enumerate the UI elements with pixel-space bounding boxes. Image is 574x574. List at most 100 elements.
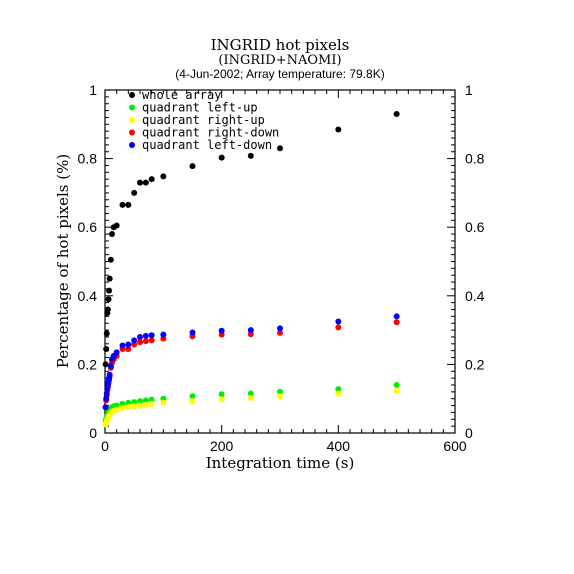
data-point-quadrant-right-down: [335, 324, 342, 331]
data-point-whole-array: [137, 179, 143, 186]
x-axis-label: Integration time (s): [206, 454, 355, 472]
y-tick-label: 0: [89, 425, 97, 441]
x-tick-label: 0: [101, 438, 109, 454]
data-point-quadrant-right-up: [160, 399, 167, 406]
data-point-quadrant-left-up: [189, 393, 196, 400]
data-point-quadrant-right-up: [137, 402, 143, 409]
chart-title: INGRID hot pixels: [211, 36, 350, 54]
data-point-quadrant-right-up: [335, 390, 342, 397]
data-point-quadrant-left-down: [113, 349, 120, 356]
data-point-quadrant-left-up: [218, 391, 225, 398]
data-point-quadrant-left-up: [335, 386, 342, 393]
y-tick-label-right: 0.4: [465, 288, 485, 304]
data-point-quadrant-left-up: [393, 381, 400, 388]
data-point-quadrant-left-down: [335, 318, 342, 325]
data-point-quadrant-right-up: [148, 400, 155, 407]
data-point-quadrant-left-down: [125, 341, 132, 348]
data-point-quadrant-right-up: [393, 387, 400, 394]
data-point-quadrant-left-down: [218, 327, 225, 334]
data-point-quadrant-left-down: [393, 313, 400, 320]
data-point-quadrant-right-up: [142, 401, 149, 408]
data-point-quadrant-left-down: [142, 332, 149, 339]
data-point-quadrant-left-up: [160, 395, 167, 402]
data-point-quadrant-right-up: [131, 403, 138, 410]
data-point-quadrant-left-up: [137, 398, 143, 405]
data-point-whole-array: [106, 287, 113, 294]
data-point-quadrant-right-down: [131, 341, 138, 348]
data-point-whole-array: [142, 179, 149, 186]
data-point-whole-array: [247, 152, 254, 159]
data-point-quadrant-right-up: [125, 403, 132, 410]
data-point-whole-array: [125, 201, 132, 208]
x-tick-label: 200: [210, 438, 234, 454]
data-point-quadrant-left-up: [113, 402, 120, 409]
data-point-quadrant-right-up: [113, 406, 120, 413]
y-tick-label-right: 0.8: [465, 151, 485, 167]
data-point-quadrant-right-up: [247, 395, 254, 402]
data-point-quadrant-left-up: [142, 397, 149, 404]
legend-marker-quadrant-left-down: [129, 142, 135, 148]
data-point-quadrant-left-down: [189, 329, 196, 336]
data-point-quadrant-left-down: [106, 371, 113, 378]
y-tick-label: 0.6: [78, 219, 98, 235]
data-point-quadrant-left-down: [102, 404, 109, 411]
y-tick-label-right: 1: [465, 82, 473, 98]
data-point-quadrant-right-down: [277, 329, 283, 336]
y-tick-label-right: 0.2: [465, 356, 485, 372]
legend-label-quadrant-left-down: quadrant left-down: [142, 138, 272, 152]
data-point-quadrant-left-down: [103, 395, 110, 402]
data-point-quadrant-left-down: [148, 332, 155, 339]
data-point-whole-array: [107, 256, 114, 263]
data-point-quadrant-left-down: [277, 325, 283, 332]
data-points: [102, 111, 400, 428]
data-point-quadrant-right-down: [393, 319, 400, 326]
data-point-quadrant-left-down: [119, 342, 126, 349]
data-point-quadrant-right-up: [277, 393, 283, 400]
x-tick-label: 400: [327, 438, 351, 454]
data-point-whole-array: [104, 306, 111, 313]
data-point-quadrant-right-down: [160, 335, 167, 342]
data-point-quadrant-left-down: [103, 390, 110, 397]
data-point-quadrant-right-down: [125, 345, 132, 352]
data-point-whole-array: [103, 345, 110, 352]
data-point-quadrant-left-up: [131, 399, 138, 406]
data-point-quadrant-left-down: [107, 363, 114, 370]
legend-label-whole-array: whole array: [142, 88, 221, 102]
data-point-quadrant-left-down: [160, 331, 167, 338]
data-point-whole-array: [277, 145, 283, 152]
data-point-quadrant-right-down: [137, 339, 143, 346]
chart-subtitle-2: (4-Jun-2002; Array temperature: 79.8K): [175, 67, 384, 81]
data-point-quadrant-right-up: [119, 404, 126, 411]
data-point-quadrant-left-up: [119, 400, 126, 407]
data-point-whole-array: [103, 330, 110, 337]
data-point-whole-array: [131, 189, 138, 196]
x-tick-label: 600: [443, 438, 467, 454]
data-point-quadrant-left-up: [148, 396, 155, 403]
y-tick-label-right: 0: [465, 425, 473, 441]
data-point-whole-array: [109, 231, 115, 238]
data-point-whole-array: [102, 361, 109, 368]
chart-subtitle: (INGRID+NAOMI): [218, 53, 341, 68]
y-tick-label: 1: [89, 82, 97, 98]
data-point-quadrant-left-down: [137, 333, 143, 340]
data-point-quadrant-left-up: [247, 390, 254, 397]
data-point-quadrant-right-down: [148, 337, 155, 344]
legend-marker-quadrant-right-up: [129, 117, 135, 123]
y-tick-label: 0.4: [78, 288, 98, 304]
data-point-whole-array: [160, 173, 167, 180]
data-point-quadrant-right-down: [247, 331, 254, 338]
data-point-quadrant-right-up: [218, 396, 225, 403]
data-point-whole-array: [189, 163, 196, 170]
data-point-quadrant-left-down: [131, 337, 138, 344]
data-point-quadrant-left-up: [125, 399, 132, 406]
data-point-whole-array: [393, 111, 400, 118]
data-point-whole-array: [148, 176, 155, 183]
y-tick-label: 0.2: [78, 356, 98, 372]
data-point-whole-array: [105, 296, 112, 303]
legend-marker-whole-array: [129, 92, 135, 98]
data-point-quadrant-left-up: [277, 388, 283, 395]
legend-label-quadrant-left-up: quadrant left-up: [142, 101, 258, 115]
